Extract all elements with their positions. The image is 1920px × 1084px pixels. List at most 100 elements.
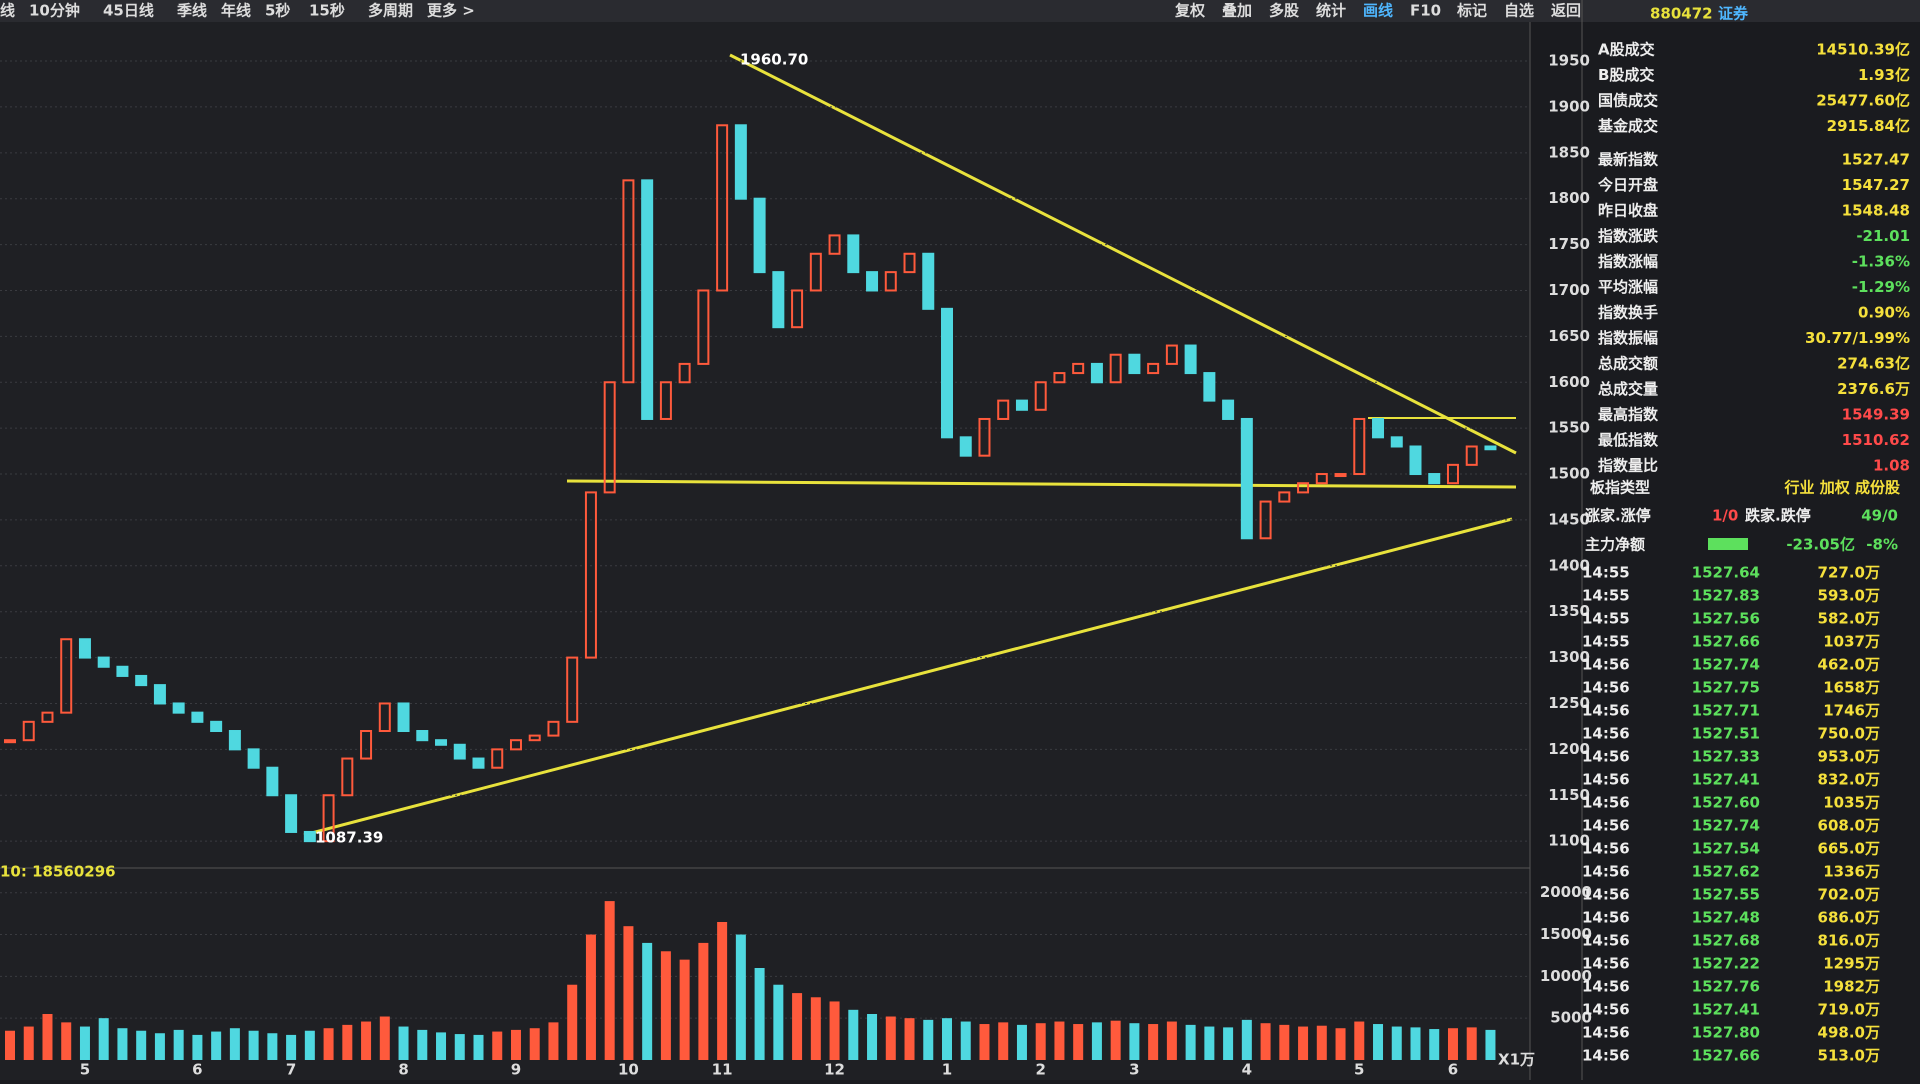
x-tick-label: 3 [1129,1061,1139,1079]
candle [809,252,822,292]
y-tick-label: 1650 [1548,327,1590,345]
candle [847,234,860,274]
candle [547,720,560,737]
candle [978,417,991,457]
tick-time: 14:56 [1582,955,1630,973]
stat-value: -1.36% [1852,253,1910,271]
toolbar-button[interactable]: F10 [1410,2,1441,20]
tick-price: 1527.55 [1692,886,1760,904]
tick-price: 1527.74 [1692,817,1760,835]
candle [659,381,672,420]
tick-price: 1527.64 [1692,564,1760,582]
toolbar-button[interactable]: 统计 [1316,2,1346,20]
tick-volume: 665.0万 [1818,840,1880,858]
volume-bar [810,997,821,1060]
stat-label: 指数涨跌 [1598,227,1659,245]
candle [866,271,879,292]
volume-bar [1373,1024,1384,1060]
volume-bar [473,1034,484,1060]
drawings [303,53,1517,837]
candle [1184,344,1197,375]
candle [1015,399,1028,411]
volume-bar [492,1031,503,1060]
volume-bar [942,1018,952,1060]
toolbar-button[interactable]: 5秒 [265,2,290,20]
volume-bar [192,1034,203,1060]
candle [228,730,241,751]
volume-bar [1429,1029,1440,1060]
flow-value: -23.05亿 [1786,536,1855,554]
volume-bar [61,1022,72,1060]
vol-tick-label: 10000 [1540,967,1592,985]
tick-price: 1527.62 [1692,863,1760,881]
volume-bar [585,934,596,1060]
toolbar-button[interactable]: 标记 [1456,2,1487,20]
volume-bar [398,1026,409,1060]
toolbar-button[interactable]: 年线 [221,2,251,20]
y-tick-label: 1300 [1548,648,1590,666]
support-line [566,479,1517,489]
vol-unit: X1万 [1498,1051,1535,1069]
tick-volume: 462.0万 [1818,656,1880,674]
x-tick-label: 9 [511,1061,521,1079]
toolbar-button[interactable]: 叠加 [1222,2,1252,20]
tick-price: 1527.71 [1692,702,1760,720]
volume-bar [173,1029,184,1060]
tick-time: 14:55 [1582,564,1630,582]
volume-bar [454,1034,465,1060]
toolbar-button[interactable]: 10分钟 [29,2,80,20]
candle [1109,353,1122,384]
candle [716,124,729,292]
y-tick-label: 1700 [1548,281,1590,299]
updown: 跌家.跌停 [1745,507,1811,525]
flow-pct: -8% [1866,536,1898,554]
tick-time: 14:56 [1582,748,1630,766]
candle [322,794,335,843]
candle [1428,473,1441,485]
candle [416,730,429,742]
candle [397,702,410,733]
y-tick-label: 1850 [1548,143,1590,161]
toolbar-button[interactable]: 季线 [177,2,207,20]
board-value[interactable]: 行业 加权 成份股 [1784,479,1901,497]
volume-bar [304,1030,315,1060]
stat-label: 最高指数 [1598,406,1659,424]
candle [1446,463,1459,485]
toolbar-button[interactable]: 多股 [1269,2,1300,20]
candle [285,794,298,833]
toolbar-button[interactable]: 线 [0,2,15,20]
volume-bar [1166,1021,1177,1060]
tick-volume: 1295万 [1823,955,1880,973]
volume-bar [754,968,765,1060]
annotation: 1087.39 [315,829,383,847]
volume-bar [1485,1029,1496,1060]
toolbar-button[interactable]: 画线 [1363,2,1393,20]
y-tick-label: 1600 [1548,373,1590,391]
toolbar-button[interactable]: 返回 [1551,2,1581,20]
x-tick-label: 6 [1448,1061,1458,1079]
stat-value: 14510.39亿 [1816,41,1910,59]
stat-value: -21.01 [1856,227,1910,245]
tick-price: 1527.68 [1692,932,1760,950]
volume-bar [361,1021,372,1060]
stat-value: 2915.84亿 [1827,117,1910,135]
stat-value: 0.90% [1858,304,1910,322]
volume-bar [342,1024,353,1060]
toolbar-button[interactable]: 15秒 [309,2,345,20]
stat-value: 1510.62 [1842,431,1910,449]
toolbar-button[interactable]: 自选 [1504,2,1534,20]
toolbar-button[interactable]: 复权 [1174,2,1206,20]
tick-price: 1527.41 [1692,771,1760,789]
candle [1165,344,1178,365]
candle [772,271,785,329]
candle [210,720,223,733]
tick-volume: 1982万 [1823,978,1880,996]
volume-bar [42,1014,53,1060]
tick-price: 1527.41 [1692,1001,1760,1019]
toolbar-button[interactable]: 45日线 [103,2,154,20]
toolbar-button[interactable]: 更多 > [427,2,475,20]
x-tick-label: 5 [80,1061,90,1079]
volume-bar [379,1016,390,1060]
toolbar-button[interactable]: 多周期 [368,2,413,20]
volume-bar [1148,1024,1159,1060]
